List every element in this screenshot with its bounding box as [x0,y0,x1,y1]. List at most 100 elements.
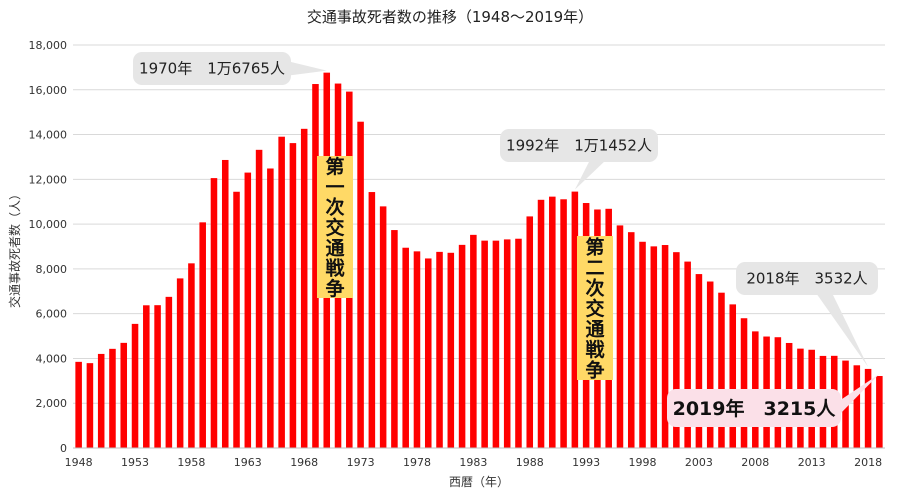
bar [368,192,376,448]
bar [650,246,658,448]
x-tick-labels: 1948 1953 1958 1963 1968 1973 1978 1983 1988 1993… [65,456,882,469]
bar [176,278,184,448]
y-tick-label: 4,000 [36,352,68,365]
bar [515,238,522,448]
period-label: 第一次交通戦争 [317,155,353,300]
callout-box [736,262,878,295]
callout-box [500,129,658,162]
bar [729,304,737,448]
y-tick-label: 0 [60,442,67,455]
bar [661,245,669,448]
y-tick-label: 14,000 [29,129,68,142]
x-tick-label: 2018 [854,456,882,469]
bar [244,172,252,448]
period-label: 第二次交通戦争 [577,235,613,382]
grid-lines [73,44,885,404]
y-tick-label: 8,000 [36,263,68,276]
callout-text: 2019年 3215人 [673,397,837,420]
bar [165,296,173,448]
y-tick-label: 16,000 [29,84,68,97]
bar [639,241,646,448]
bar [221,159,229,448]
bar [413,251,421,448]
bar [549,196,556,448]
bar [560,199,567,448]
bar [86,363,94,448]
callout-box [133,52,291,85]
bar [402,247,409,448]
y-tick-label: 18,000 [29,39,68,52]
bar [684,261,691,448]
bar [199,222,206,448]
callout-pointer [289,61,327,76]
bar [718,292,725,448]
x-tick-label: 1963 [234,456,262,469]
bar [853,365,861,448]
bar [131,323,139,448]
bar [210,178,218,449]
x-axis-title: 西暦（年） [449,475,509,489]
callout-text: 2018年 3532人 [746,270,867,288]
bar [289,143,297,449]
bar [627,232,635,448]
x-tick-label: 2008 [741,456,769,469]
bar [503,239,511,448]
bar [616,225,624,448]
bar [233,191,240,449]
x-tick-label: 1978 [403,456,431,469]
bar [481,240,488,448]
y-tick-label: 2,000 [36,397,68,410]
callout-box [667,389,841,427]
x-tick-label: 1988 [516,456,544,469]
bar [97,353,105,448]
bar [278,136,285,448]
bar [312,84,319,448]
annotation-callout: 2019年 3215人 [667,374,880,427]
y-axis-title: 交通事故死者数（人） [7,188,22,308]
x-tick-label: 1983 [459,456,487,469]
x-tick-label: 2013 [798,456,826,469]
callout-text: 1992年 1万1452人 [506,137,652,155]
x-tick-label: 1958 [177,456,205,469]
x-tick-label: 1948 [65,456,93,469]
bar [424,258,432,448]
bar [255,149,263,449]
bar [537,199,545,448]
bar [740,318,748,448]
period-label-text: 第二次交通戦争 [585,235,605,381]
callout-pointer [816,293,869,367]
bar [188,263,195,448]
period-label-text: 第一次交通戦争 [325,155,345,300]
x-tick-label: 2003 [685,456,713,469]
annotation-callout: 2018年 3532人 [736,262,878,367]
bar [75,361,82,448]
bar [357,121,364,448]
bar [492,240,500,448]
bar [673,252,680,448]
x-tick-label: 1998 [629,456,657,469]
bar [267,168,274,448]
y-tick-label: 6,000 [36,308,68,321]
bar [120,342,128,448]
bar [571,191,579,448]
annotation-callout: 1970年 1万6765人 [133,52,327,85]
annotations: 1970年 1万6765人 1992年 1万1452人 2018年 3532人 201… [133,52,880,427]
bar [706,281,714,448]
bar [864,368,872,448]
y-tick-label: 10,000 [29,218,68,231]
chart-title: 交通事故死者数の推移（1948～2019年） [307,8,593,26]
x-tick-label: 1953 [121,456,149,469]
bar [695,274,703,448]
annotation-callout: 1992年 1万1452人 [500,129,658,190]
callout-pointer [839,374,880,415]
period-label-box [317,156,353,298]
x-tick-label: 1968 [290,456,318,469]
bar [379,206,387,448]
bar [436,251,443,448]
bar [154,305,161,448]
bar [876,376,883,448]
bar [447,252,455,448]
